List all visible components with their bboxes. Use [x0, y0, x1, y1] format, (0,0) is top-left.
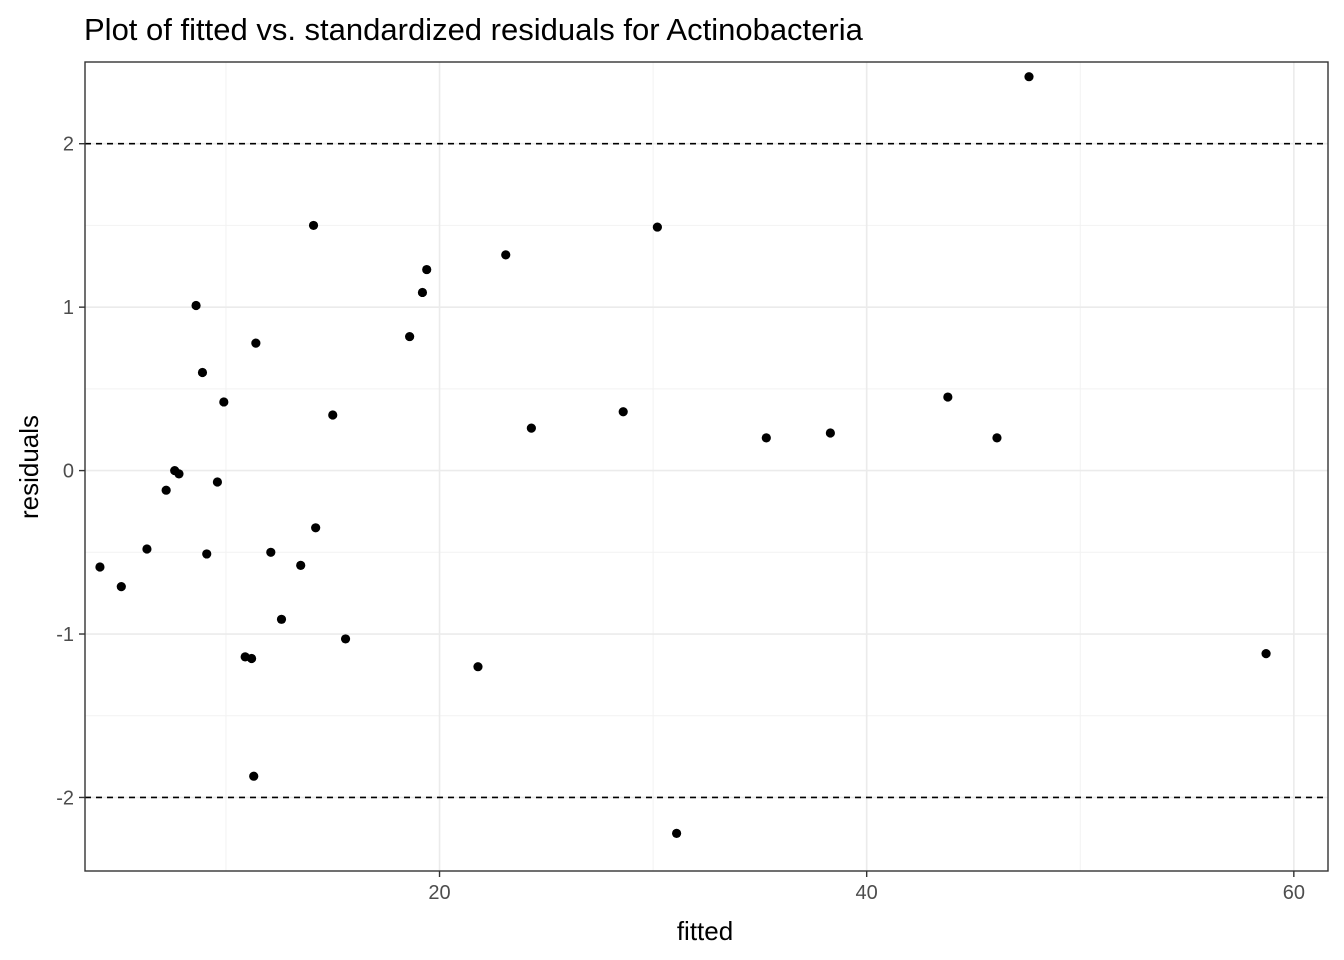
data-point — [197, 367, 208, 378]
data-point — [526, 423, 536, 433]
data-point — [501, 250, 511, 260]
data-point — [328, 410, 338, 420]
x-axis-title: fitted — [677, 916, 733, 946]
data-point — [212, 477, 223, 487]
y-tick-label: -2 — [56, 787, 74, 809]
data-point — [266, 547, 276, 557]
data-point — [276, 614, 287, 624]
plot-panel-background — [85, 62, 1328, 871]
data-point — [251, 338, 261, 348]
data-point — [219, 397, 229, 407]
data-point — [422, 264, 432, 275]
data-point — [161, 485, 171, 495]
y-tick-label: 2 — [63, 134, 74, 156]
data-point — [405, 331, 415, 342]
data-point — [311, 523, 321, 533]
data-point — [618, 407, 628, 417]
data-point — [308, 220, 319, 231]
data-point — [992, 433, 1002, 443]
y-tick-label: 1 — [63, 297, 74, 319]
y-axis-title: residuals — [14, 415, 44, 519]
x-axis-ticks: 20 40 60 — [428, 871, 1305, 904]
data-point — [671, 828, 682, 839]
data-point — [652, 222, 662, 232]
chart-title: Plot of fitted vs. standardized residual… — [84, 12, 864, 47]
data-point — [191, 300, 201, 311]
data-point — [142, 544, 152, 554]
data-point — [473, 662, 483, 672]
data-point — [249, 771, 259, 781]
x-tick-label: 20 — [428, 882, 450, 904]
data-points — [95, 72, 1271, 839]
reference-lines — [85, 142, 1328, 799]
data-point — [246, 653, 257, 664]
y-tick-label: 0 — [63, 461, 74, 483]
data-point — [825, 428, 835, 438]
data-point — [95, 562, 105, 572]
data-point — [340, 634, 351, 644]
plot-panel-border — [84, 61, 1329, 872]
data-point — [174, 469, 184, 479]
x-tick-label: 40 — [856, 882, 878, 904]
data-point — [943, 392, 953, 402]
data-point — [202, 549, 212, 559]
x-tick-label: 60 — [1283, 882, 1305, 904]
y-tick-label: -1 — [56, 624, 74, 646]
data-point — [761, 433, 771, 443]
data-point — [1261, 649, 1271, 659]
data-point — [417, 287, 428, 298]
data-point — [116, 582, 126, 592]
y-axis-ticks: -2 -1 0 1 2 — [56, 134, 85, 809]
data-point — [296, 560, 306, 570]
data-point — [1024, 72, 1034, 82]
